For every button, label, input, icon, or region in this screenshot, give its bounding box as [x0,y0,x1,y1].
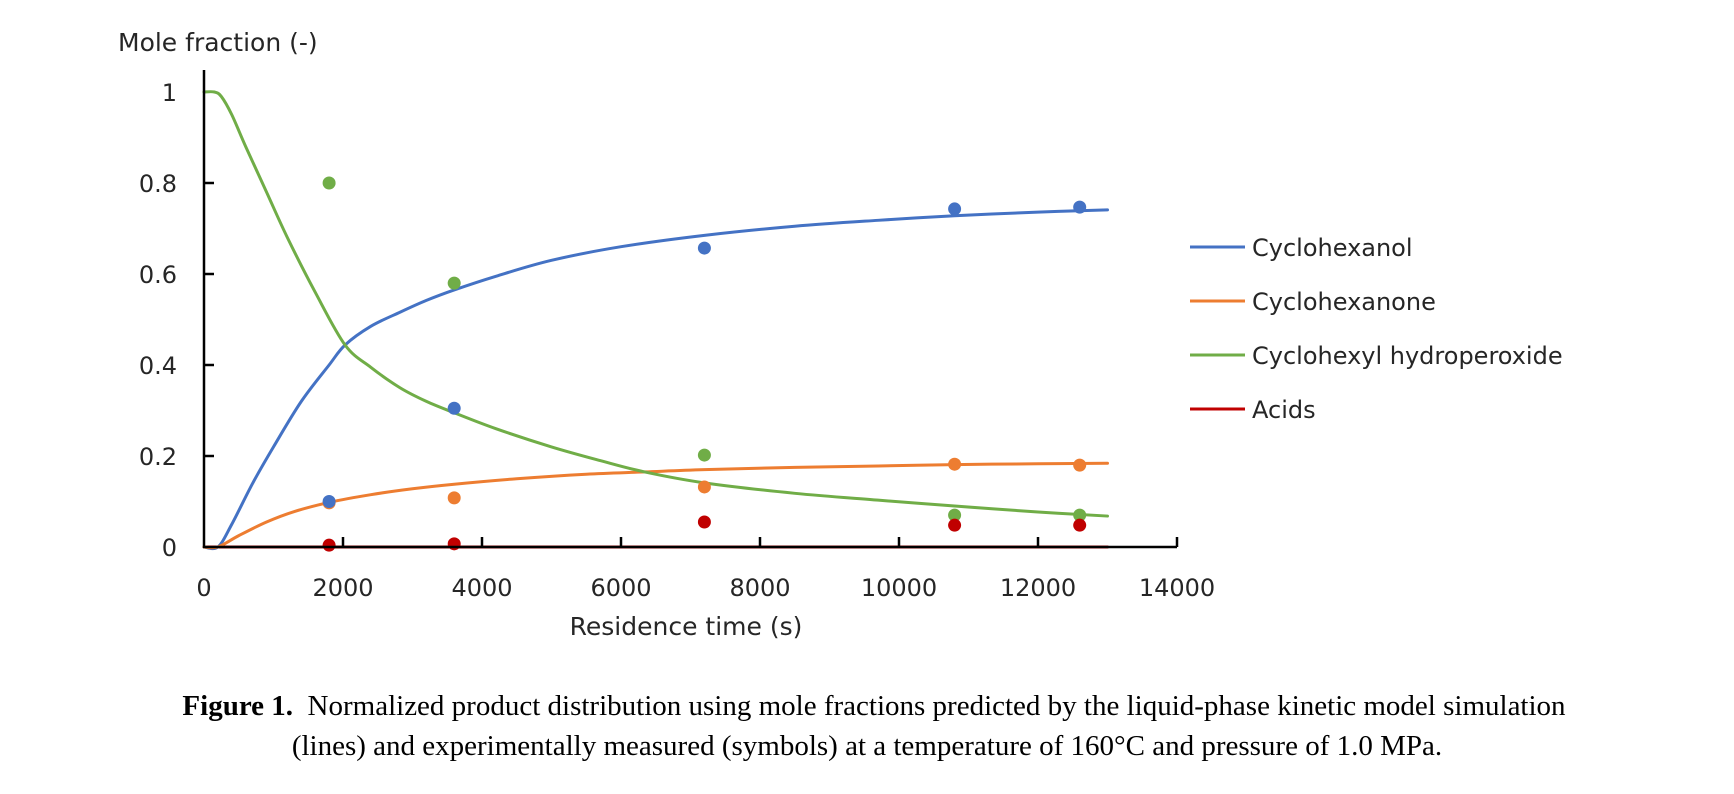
point-cyclohexanol [1073,200,1087,214]
x-tick-label: 6000 [590,574,651,602]
legend-label: Cyclohexyl hydroperoxide [1252,342,1563,370]
point-cyclohexanol [447,401,461,415]
x-tick-label: 0 [196,574,211,602]
y-axis-title: Mole fraction (-) [118,28,318,57]
point-cyclohexanol [948,202,962,216]
y-tick-label: 0.4 [139,352,177,380]
point-acids [322,538,336,552]
point-acids [1073,518,1087,532]
point-cyclohexyl-hydroperoxide [322,176,336,190]
y-tick-label: 0 [162,534,177,562]
x-tick-label: 10000 [861,574,937,602]
legend-item-cyclohexanol: Cyclohexanol [1190,234,1413,262]
line-cyclohexanol [202,208,1109,551]
legend-label: Cyclohexanone [1252,288,1436,316]
model-lines [202,90,1109,551]
y-ticks: 0 0.2 0.4 0.6 0.8 1 [139,79,214,562]
line-cyclohexanone [202,461,1109,550]
y-tick-label: 0.6 [139,261,177,289]
legend-label: Cyclohexanol [1252,234,1413,262]
x-tick-label: 2000 [312,574,373,602]
legend-item-cyclohexyl-hydroperoxide: Cyclohexyl hydroperoxide [1190,342,1563,370]
axes [202,70,1177,549]
point-cyclohexyl-hydroperoxide [1073,508,1087,522]
measured-points [322,176,1087,552]
legend-label: Acids [1252,396,1316,424]
point-acids [948,518,962,532]
point-cyclohexanone [1073,458,1087,472]
point-cyclohexanone [948,457,962,471]
y-tick-label: 0.8 [139,170,177,198]
point-cyclohexyl-hydroperoxide [697,448,711,462]
point-cyclohexyl-hydroperoxide [447,276,461,290]
y-tick-label: 1 [162,79,177,107]
point-cyclohexanone [447,491,461,505]
x-ticks: 0 2000 4000 6000 8000 10000 12000 14000 [196,537,1215,602]
x-tick-label: 12000 [1000,574,1076,602]
point-acids [697,515,711,529]
point-acids [447,537,461,551]
point-cyclohexanol [322,495,336,508]
line-cyclohexyl-hydroperoxide [202,90,1109,518]
x-tick-label: 4000 [451,574,512,602]
caption-label: Figure 1. [182,690,294,722]
point-cyclohexyl-hydroperoxide [948,508,962,522]
point-cyclohexanone [697,480,711,494]
legend: Cyclohexanol Cyclohexanone Cyclohexyl hydr… [1190,234,1563,424]
x-axis-title: Residence time (s) [570,612,803,641]
caption-line-1: Figure 1. Normalized product distributio… [0,686,1734,726]
x-tick-label: 8000 [729,574,790,602]
legend-item-cyclohexanone: Cyclohexanone [1190,288,1436,316]
caption-line-2: (lines) and experimentally measured (sym… [291,730,1443,762]
figure-caption: Figure 1. Normalized product distributio… [0,686,1734,766]
x-tick-label: 14000 [1139,574,1215,602]
y-tick-label: 0.2 [139,443,177,471]
chart: 0 2000 4000 6000 8000 10000 12000 14000 0 0.2 0.4… [118,28,1563,641]
caption-text-1: Normalized product distribution using mo… [307,690,1566,722]
point-cyclohexanol [697,241,711,255]
legend-item-acids: Acids [1190,396,1316,424]
